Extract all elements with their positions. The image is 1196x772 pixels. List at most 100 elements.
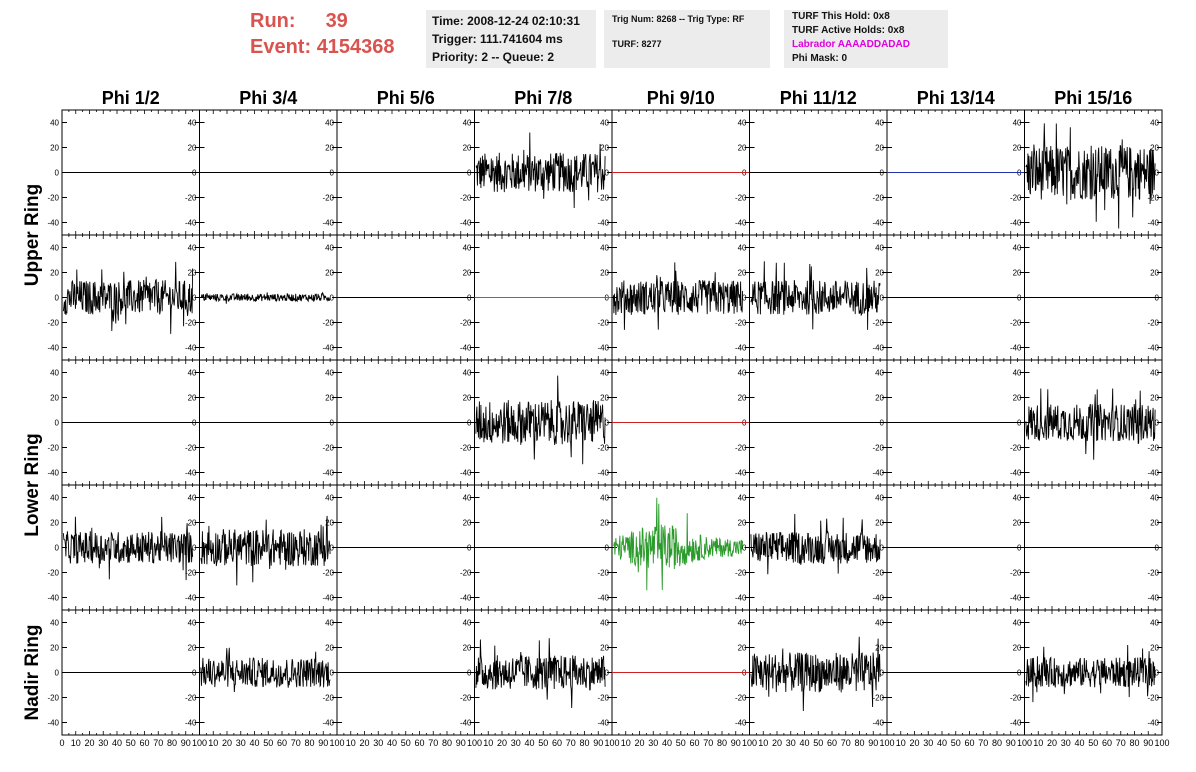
column-header: Phi 9/10 (647, 88, 715, 108)
y-tick-label: 40 (875, 494, 884, 503)
x-tick-label: 70 (978, 738, 988, 748)
y-tick-label: -40 (460, 469, 472, 478)
y-tick-label: 40 (50, 369, 59, 378)
y-tick-label: -20 (597, 194, 609, 203)
y-tick-label: 20 (600, 394, 609, 403)
y-tick-label: -40 (597, 219, 609, 228)
run-event-box: Run: 39 Event: 4154368 (250, 8, 395, 60)
y-tick-label: 40 (325, 119, 334, 128)
y-tick-label: 20 (1150, 519, 1159, 528)
y-tick-label: -20 (185, 319, 197, 328)
x-tick-label: 20 (909, 738, 919, 748)
y-tick-label: 40 (738, 619, 747, 628)
y-tick-label: -20 (597, 569, 609, 578)
y-tick-label: 20 (463, 269, 472, 278)
x-tick-label: 50 (126, 738, 136, 748)
y-tick-label: 40 (1013, 619, 1022, 628)
y-tick-label: -20 (47, 569, 59, 578)
y-tick-label: 40 (50, 619, 59, 628)
y-tick-label: -20 (597, 319, 609, 328)
x-tick-label: 10 (758, 738, 768, 748)
y-tick-label: 20 (600, 519, 609, 528)
y-tick-label: 0 (55, 419, 60, 428)
waveform-trace (750, 261, 881, 330)
y-tick-label: -20 (1010, 444, 1022, 453)
y-tick-label: 40 (188, 619, 197, 628)
y-tick-label: -40 (597, 594, 609, 603)
y-tick-label: 40 (325, 244, 334, 253)
y-tick-label: 20 (1150, 269, 1159, 278)
waveform-trace (62, 261, 194, 334)
y-tick-label: -40 (872, 719, 884, 728)
x-tick-label: 90 (868, 738, 878, 748)
y-tick-label: -20 (1147, 194, 1159, 203)
y-tick-label: 20 (325, 144, 334, 153)
x-tick-label: 90 (593, 738, 603, 748)
y-tick-label: -40 (872, 594, 884, 603)
x-tick-label: 30 (648, 738, 658, 748)
y-tick-label: 20 (875, 269, 884, 278)
waveform-trace (1025, 123, 1156, 229)
x-tick-label: 20 (222, 738, 232, 748)
y-tick-label: -20 (460, 694, 472, 703)
y-tick-label: -20 (47, 694, 59, 703)
y-tick-label: -40 (1010, 469, 1022, 478)
x-tick-label: 70 (841, 738, 851, 748)
y-tick-label: 20 (875, 394, 884, 403)
y-tick-label: -20 (597, 444, 609, 453)
y-tick-label: 20 (600, 644, 609, 653)
y-tick-label: -20 (322, 444, 334, 453)
y-tick-label: 20 (50, 269, 59, 278)
y-tick-label: -20 (735, 194, 747, 203)
y-tick-label: 20 (463, 394, 472, 403)
y-tick-label: 0 (605, 169, 610, 178)
row-label: Nadir Ring (22, 624, 43, 720)
y-tick-label: 40 (600, 119, 609, 128)
x-tick-label: 80 (717, 738, 727, 748)
y-tick-label: 20 (50, 644, 59, 653)
y-tick-label: -20 (735, 319, 747, 328)
y-tick-label: 40 (600, 619, 609, 628)
y-tick-label: -40 (1010, 594, 1022, 603)
x-tick-label: 50 (263, 738, 273, 748)
time-info-panel: Time: 2008-12-24 02:10:31 Trigger: 111.7… (426, 10, 596, 68)
y-tick-label: -40 (460, 719, 472, 728)
x-tick-label: 10 (483, 738, 493, 748)
x-tick-label: 90 (731, 738, 741, 748)
x-tick-label: 80 (992, 738, 1002, 748)
x-tick-label: 60 (1102, 738, 1112, 748)
y-tick-label: -20 (322, 694, 334, 703)
y-tick-label: -40 (185, 219, 197, 228)
y-tick-label: 0 (1155, 419, 1160, 428)
time-text: Time: 2008-12-24 02:10:31 (432, 14, 580, 28)
y-tick-label: -20 (185, 194, 197, 203)
y-tick-label: -40 (460, 219, 472, 228)
y-tick-label: 20 (1013, 519, 1022, 528)
y-tick-label: -40 (1147, 344, 1159, 353)
y-tick-label: 20 (875, 519, 884, 528)
y-tick-label: -20 (460, 194, 472, 203)
turf-active-holds-text: TURF Active Holds: 0x8 (792, 25, 905, 36)
x-tick-label: 100 (467, 738, 482, 748)
y-tick-label: -20 (872, 444, 884, 453)
y-tick-label: -40 (872, 219, 884, 228)
y-tick-label: -40 (47, 719, 59, 728)
y-tick-label: 40 (875, 619, 884, 628)
x-tick-label: 100 (604, 738, 619, 748)
y-tick-label: -20 (872, 319, 884, 328)
y-tick-label: -20 (735, 569, 747, 578)
y-tick-label: -20 (872, 569, 884, 578)
row-label: Upper Ring (22, 184, 43, 286)
x-tick-label: 70 (703, 738, 713, 748)
x-tick-label: 20 (84, 738, 94, 748)
y-tick-label: 40 (463, 119, 472, 128)
y-tick-label: -20 (185, 569, 197, 578)
y-tick-label: -40 (1147, 594, 1159, 603)
waveform-trace (475, 375, 606, 465)
y-tick-label: -40 (1010, 344, 1022, 353)
y-tick-label: -40 (322, 344, 334, 353)
y-tick-label: 20 (875, 144, 884, 153)
y-tick-label: 40 (50, 119, 59, 128)
y-tick-label: 40 (1150, 369, 1159, 378)
waveform-trace (1025, 388, 1156, 460)
